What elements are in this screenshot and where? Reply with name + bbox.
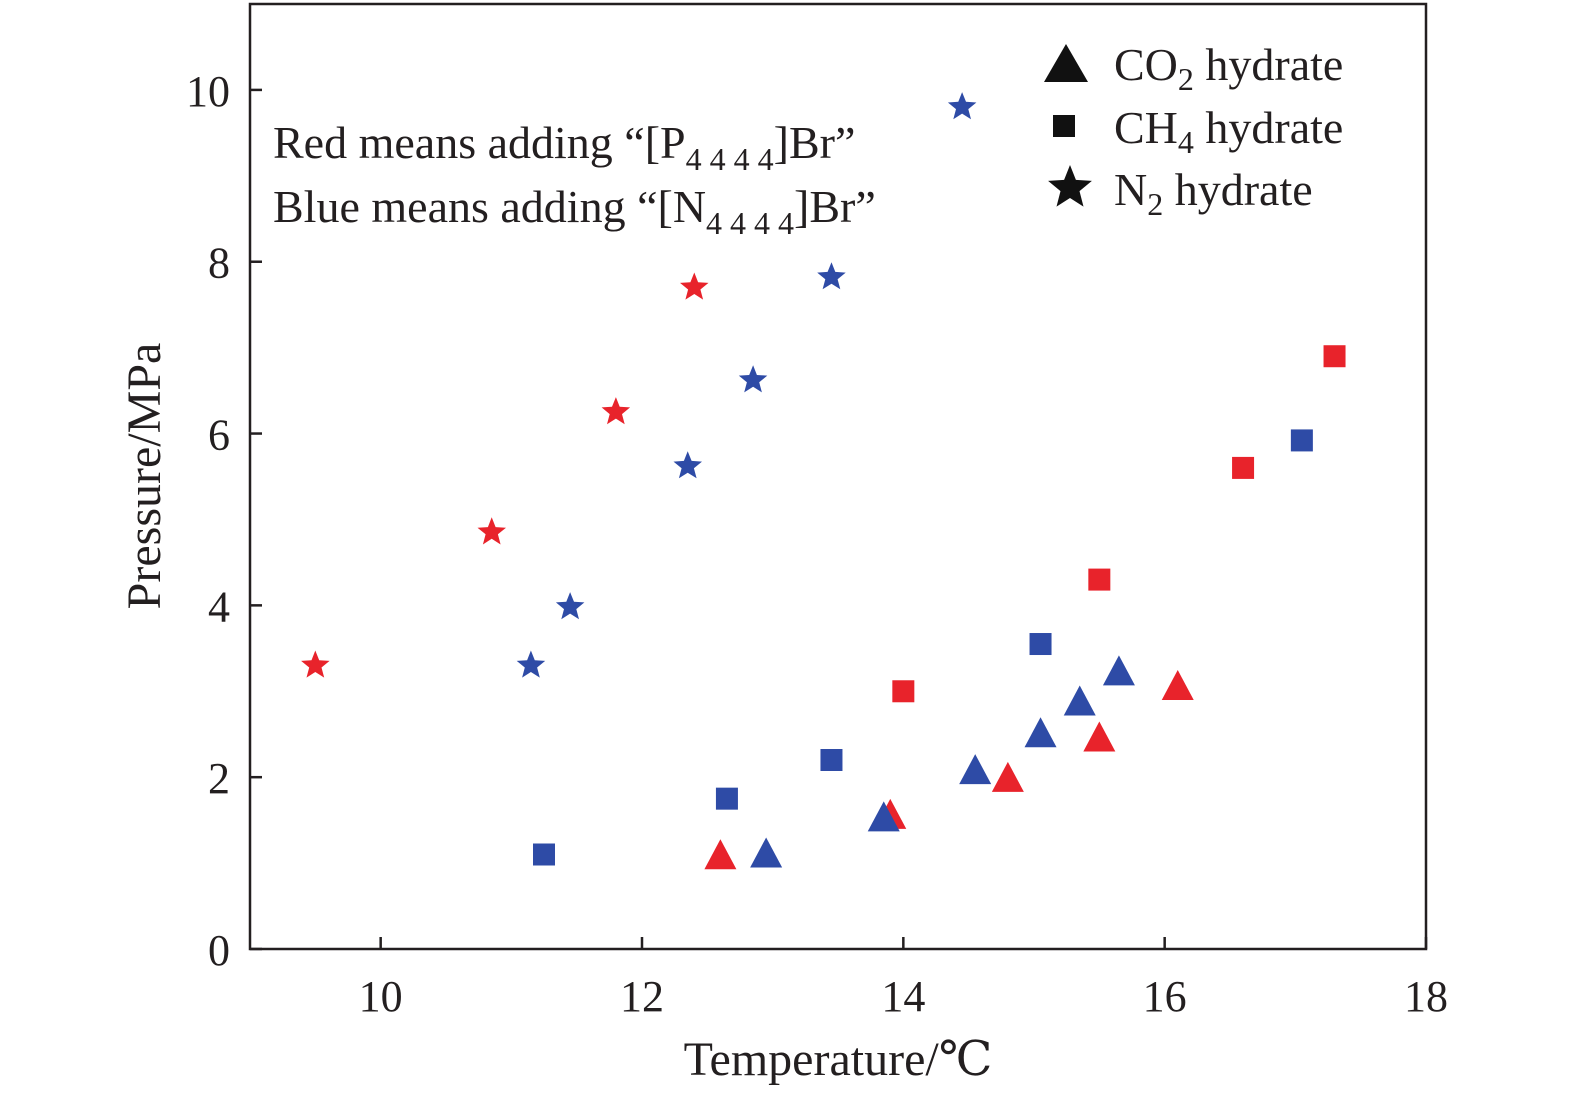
x-tick-label: 12 <box>620 972 664 1021</box>
square-point <box>1323 345 1346 368</box>
star-point <box>555 592 585 620</box>
x-tick-label: 10 <box>359 972 403 1021</box>
triangle-point <box>750 837 783 868</box>
star-point <box>301 650 330 678</box>
plot-area-frame <box>248 2 1428 951</box>
square-point <box>1088 568 1111 591</box>
triangle-point <box>959 754 992 785</box>
y-tick-label: 4 <box>208 582 230 631</box>
annotation-red: Red means adding “[P4 4 4 4]Br” <box>273 117 855 177</box>
x-axis-title: Temperature/℃ <box>684 1033 993 1086</box>
star-point <box>738 365 768 393</box>
triangle-point <box>1083 721 1116 752</box>
square-point <box>1029 633 1052 656</box>
triangle-point <box>1102 655 1135 686</box>
legend-n2-label: N2 hydrate <box>1114 164 1313 222</box>
square-point <box>715 787 738 810</box>
data-points <box>301 92 1346 870</box>
legend-triangle-icon <box>1044 44 1088 82</box>
star-point <box>947 92 977 120</box>
y-tick-label: 10 <box>186 67 230 116</box>
x-axis-ticks: 10 12 14 16 18 <box>359 937 1448 1021</box>
x-tick-label: 14 <box>881 972 925 1021</box>
square-point <box>1290 429 1313 452</box>
triangle-point <box>704 839 737 870</box>
triangle-point <box>867 801 900 832</box>
triangle-point <box>1161 669 1194 700</box>
x-tick-label: 16 <box>1143 972 1187 1021</box>
square-point <box>892 680 915 703</box>
star-point <box>516 650 546 678</box>
legend-co2-label: CO2 hydrate <box>1114 39 1343 97</box>
triangle-point <box>1063 685 1096 716</box>
square-point <box>1232 456 1255 479</box>
y-tick-label: 2 <box>208 754 230 803</box>
star-icon <box>1048 165 1092 207</box>
square-point <box>533 843 555 866</box>
star-point <box>680 272 709 300</box>
y-axis-ticks: 0 2 4 6 8 10 <box>186 67 262 975</box>
x-tick-label: 18 <box>1404 972 1448 1021</box>
legend: CO2 hydrate CH4 hydrate N2 hydrate <box>1044 39 1343 222</box>
y-tick-label: 6 <box>208 411 230 460</box>
y-tick-label: 8 <box>208 239 230 288</box>
triangle-point <box>991 761 1024 792</box>
square-point <box>820 749 843 771</box>
legend-ch4-label: CH4 hydrate <box>1114 102 1343 160</box>
y-tick-label: 0 <box>208 926 230 975</box>
triangle-point <box>1024 717 1057 748</box>
legend-star-icon <box>1048 165 1092 207</box>
y-axis-title: Pressure/MPa <box>118 343 171 610</box>
annotation-blue: Blue means adding “[N4 4 4 4]Br” <box>273 181 876 241</box>
star-point <box>477 517 506 545</box>
legend-square-icon <box>1053 115 1075 137</box>
star-point <box>673 451 702 479</box>
star-point <box>601 397 631 425</box>
star-point <box>817 262 846 290</box>
